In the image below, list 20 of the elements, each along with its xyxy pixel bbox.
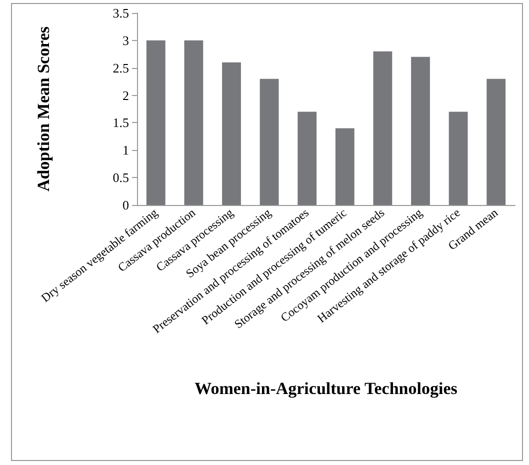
y-tick-label: 0.5 (112, 170, 129, 186)
bar (411, 56, 430, 205)
bar (260, 78, 279, 205)
y-tick-label: 1 (122, 142, 129, 158)
bar (222, 62, 241, 205)
bar (298, 112, 317, 205)
bar (335, 128, 354, 205)
y-tick-label: 0 (122, 198, 129, 212)
y-tick-label: 2 (122, 88, 129, 103)
y-tick-label: 3 (122, 32, 129, 48)
bar (146, 40, 166, 205)
x-axis-title: Women-in-Agriculture Technologies (194, 379, 458, 398)
y-tick-label: 3.5 (112, 6, 129, 20)
bar (184, 40, 204, 205)
bar (448, 112, 468, 205)
bar (486, 78, 506, 205)
bar (373, 51, 392, 205)
y-tick-label: 2.5 (112, 60, 129, 76)
y-axis-title: Adoption Mean Scores (34, 26, 53, 192)
y-tick-label: 1.5 (112, 115, 129, 130)
